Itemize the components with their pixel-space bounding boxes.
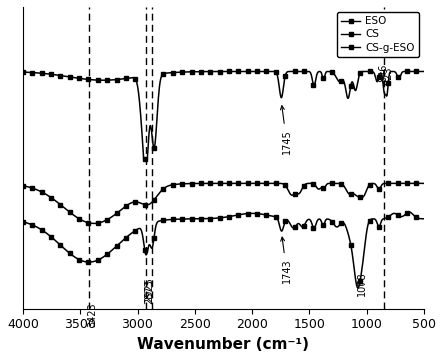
Text: 3423: 3423 [87,303,97,327]
Text: 823: 823 [383,67,393,85]
Text: 1745: 1745 [280,106,291,154]
Text: 1078: 1078 [357,271,367,296]
Text: 846: 846 [378,64,388,82]
X-axis label: Wavenumber (cm⁻¹): Wavenumber (cm⁻¹) [137,337,310,352]
Legend: ESO, CS, CS-g-ESO: ESO, CS, CS-g-ESO [337,12,419,57]
Text: 2873: 2873 [144,280,154,304]
Text: 2925: 2925 [144,278,154,302]
Text: 1743: 1743 [281,237,291,283]
